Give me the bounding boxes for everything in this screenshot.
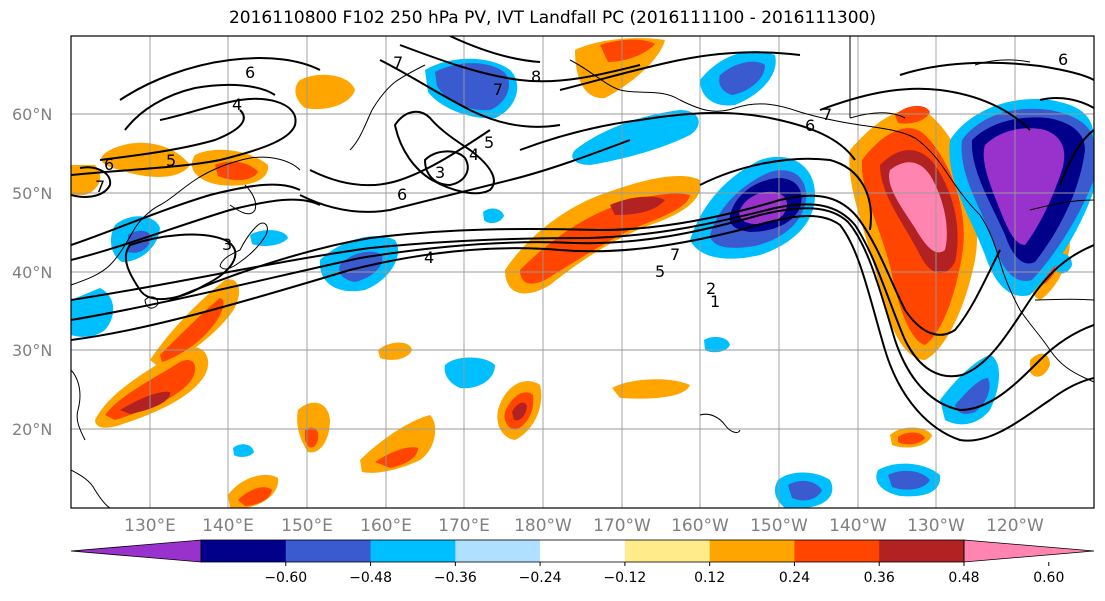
colorbar-tick-label: −0.12 xyxy=(603,570,646,586)
contour-label: 6 xyxy=(104,155,114,174)
lon-label: 130°E xyxy=(124,516,176,536)
colorbar-swatch xyxy=(370,540,456,562)
contour-label: 1 xyxy=(710,292,720,311)
lon-label: 140°W xyxy=(829,516,887,536)
contour-label: 6 xyxy=(805,116,815,135)
lon-label: 150°E xyxy=(281,516,333,536)
lon-label: 180°W xyxy=(514,516,572,536)
coastlines xyxy=(71,36,1094,508)
contour-label: 7 xyxy=(393,53,403,72)
colorbar: −0.60 −0.48 −0.36 −0.24 −0.12 0.12 0.24 0.36 0.4… xyxy=(70,539,1095,586)
contour-label: 5 xyxy=(655,262,665,281)
colorbar-extend-high xyxy=(963,539,1095,563)
contour-label: 2 xyxy=(706,279,716,298)
colorbar-swatch xyxy=(201,540,287,562)
contour-labels: 6 4 7 6 5 7 3 5 4 6 3 4 8 7 6 7 5 2 1 6 … xyxy=(95,50,1068,311)
contour-label: 7 xyxy=(822,105,832,124)
contour-label: 3 xyxy=(222,235,232,254)
lon-label: 150°W xyxy=(750,516,808,536)
lon-label: 170°E xyxy=(438,516,490,536)
lat-label: 50°N xyxy=(12,184,52,203)
positive-anomaly-shading xyxy=(71,38,1070,508)
colorbar-swatch xyxy=(540,540,626,562)
lon-label: 130°W xyxy=(907,516,965,536)
negative-anomaly-shading xyxy=(71,51,1094,508)
contour-label: 7 xyxy=(670,245,680,264)
map-title: 2016110800 F102 250 hPa PV, IVT Landfall… xyxy=(228,8,876,28)
latitude-labels: 60°N 50°N 40°N 30°N 20°N xyxy=(12,105,52,439)
contour-label: 4 xyxy=(424,248,434,267)
contour-label: 7 xyxy=(493,80,503,99)
colorbar-swatch xyxy=(879,540,965,562)
colorbar-tick-label: −0.24 xyxy=(519,570,562,586)
lat-label: 30°N xyxy=(12,341,52,360)
lon-label: 140°E xyxy=(202,516,254,536)
colorbar-tick-label: 0.36 xyxy=(864,570,895,586)
ivt-contours xyxy=(71,36,1094,442)
contour-label: 8 xyxy=(531,67,541,86)
lon-label: 160°W xyxy=(671,516,729,536)
colorbar-swatch xyxy=(794,540,880,562)
contour-label: 5 xyxy=(484,133,494,152)
contour-label: 6 xyxy=(245,63,255,82)
colorbar-swatch xyxy=(709,540,795,562)
colorbar-swatch xyxy=(455,540,541,562)
contour-label: 4 xyxy=(232,95,242,114)
colorbar-tick-label: −0.60 xyxy=(264,570,307,586)
colorbar-tick-label: 0.12 xyxy=(694,570,725,586)
plot-frame xyxy=(70,35,1095,509)
lat-label: 60°N xyxy=(12,105,52,124)
map-plot-area: 6 4 7 6 5 7 3 5 4 6 3 4 8 7 6 7 5 2 1 6 … xyxy=(71,36,1094,508)
contour-label: 6 xyxy=(1058,50,1068,69)
longitude-labels: 130°E 140°E 150°E 160°E 170°E 180°W 170°… xyxy=(124,516,1044,536)
colorbar-swatch xyxy=(285,540,372,562)
colorbar-frame xyxy=(200,539,965,563)
lat-label: 20°N xyxy=(12,420,52,439)
contour-label: 3 xyxy=(435,163,445,182)
colorbar-tick-label: 0.60 xyxy=(1033,570,1064,586)
contour-label: 6 xyxy=(397,185,407,204)
lon-label: 170°W xyxy=(593,516,651,536)
colorbar-tick-label: 0.24 xyxy=(779,570,810,586)
lon-label: 160°E xyxy=(360,516,412,536)
colorbar-extend-low xyxy=(70,539,202,563)
contour-label: 5 xyxy=(166,151,176,170)
colorbar-swatch xyxy=(624,540,711,562)
lat-label: 40°N xyxy=(12,263,52,282)
lon-label: 120°W xyxy=(986,516,1044,536)
contour-label: 7 xyxy=(95,177,105,196)
colorbar-tick-label: −0.48 xyxy=(349,570,392,586)
colorbar-tick-label: −0.36 xyxy=(434,570,477,586)
contour-label: 4 xyxy=(469,145,479,164)
colorbar-tick-label: 0.48 xyxy=(948,570,979,586)
